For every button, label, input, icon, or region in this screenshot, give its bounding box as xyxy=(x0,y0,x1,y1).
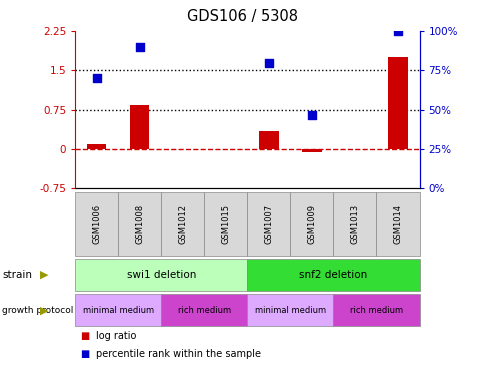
Text: ■: ■ xyxy=(80,348,89,359)
Text: swi1 deletion: swi1 deletion xyxy=(126,270,196,280)
Point xyxy=(264,60,272,66)
Text: ▶: ▶ xyxy=(40,270,49,280)
Point xyxy=(393,28,401,34)
Text: GSM1014: GSM1014 xyxy=(393,204,402,244)
Text: rich medium: rich medium xyxy=(177,306,230,315)
Text: GSM1006: GSM1006 xyxy=(92,204,101,244)
Text: GSM1009: GSM1009 xyxy=(307,204,316,244)
Text: GDS106 / 5308: GDS106 / 5308 xyxy=(187,9,297,24)
Text: ■: ■ xyxy=(80,331,89,341)
Text: GSM1012: GSM1012 xyxy=(178,204,187,244)
Text: rich medium: rich medium xyxy=(349,306,402,315)
Text: percentile rank within the sample: percentile rank within the sample xyxy=(95,348,260,359)
Text: minimal medium: minimal medium xyxy=(254,306,325,315)
Text: minimal medium: minimal medium xyxy=(82,306,153,315)
Bar xyxy=(388,57,407,149)
Point xyxy=(136,44,143,50)
Text: GSM1007: GSM1007 xyxy=(264,204,273,244)
Text: GSM1015: GSM1015 xyxy=(221,204,230,244)
Bar xyxy=(87,144,106,149)
Text: log ratio: log ratio xyxy=(95,331,136,341)
Text: snf2 deletion: snf2 deletion xyxy=(299,270,367,280)
Bar xyxy=(258,131,278,149)
Bar xyxy=(302,149,321,152)
Text: GSM1008: GSM1008 xyxy=(135,204,144,244)
Text: ▶: ▶ xyxy=(40,305,49,315)
Point xyxy=(92,75,100,81)
Text: strain: strain xyxy=(2,270,32,280)
Text: growth protocol: growth protocol xyxy=(2,306,74,315)
Text: GSM1013: GSM1013 xyxy=(350,204,359,244)
Bar xyxy=(130,105,149,149)
Point xyxy=(307,112,315,117)
